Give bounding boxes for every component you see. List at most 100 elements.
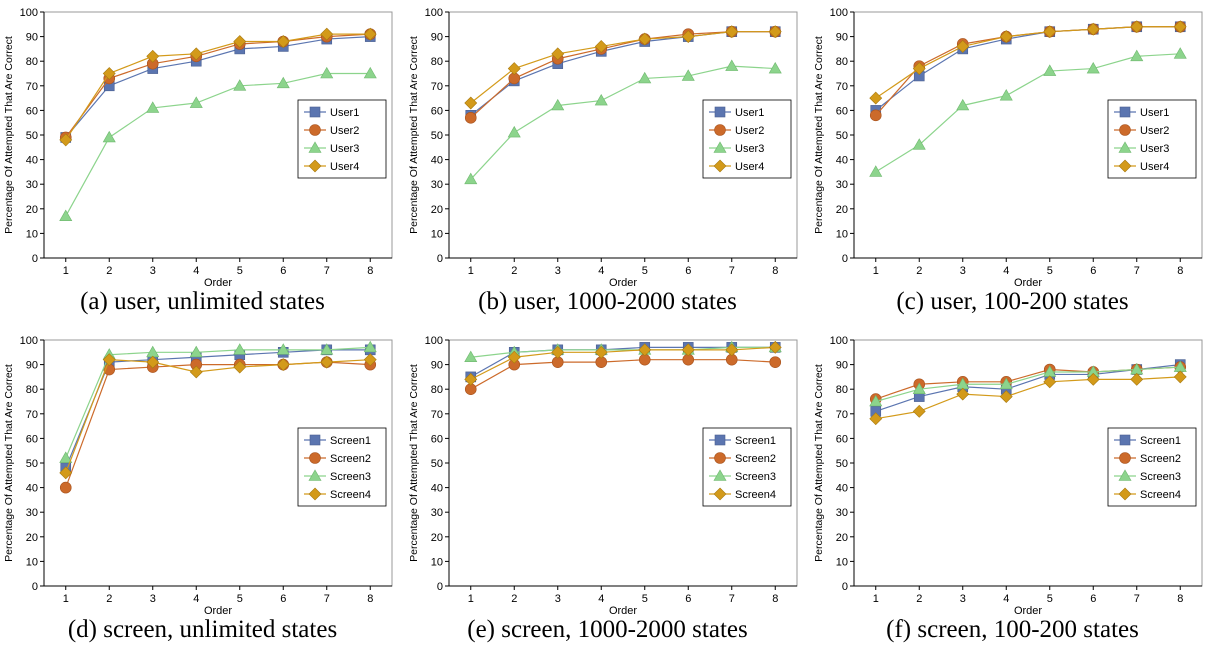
x-tick-label: 5 — [237, 593, 243, 605]
legend-marker — [308, 487, 322, 501]
x-tick-label: 5 — [642, 265, 648, 277]
x-tick-label: 5 — [1047, 265, 1053, 277]
data-point — [102, 353, 116, 367]
x-tick-label: 6 — [1090, 593, 1096, 605]
legend-marker — [308, 141, 322, 153]
x-tick-label: 8 — [367, 265, 373, 277]
data-point — [189, 365, 203, 379]
y-tick-label: 80 — [836, 56, 848, 68]
y-tick-label: 100 — [20, 335, 38, 347]
legend-label: Screen1 — [735, 435, 776, 447]
y-tick-label: 90 — [431, 32, 443, 44]
data-point — [725, 25, 739, 39]
data-point — [1043, 375, 1057, 389]
data-point — [233, 360, 247, 374]
y-tick-label: 10 — [431, 556, 443, 568]
series-user4 — [59, 27, 377, 147]
y-tick-label: 50 — [431, 458, 443, 470]
data-point — [146, 345, 160, 358]
caption-f: (f) screen, 100-200 states — [886, 616, 1139, 643]
y-tick-label: 50 — [26, 130, 38, 142]
y-tick-label: 70 — [431, 81, 443, 93]
legend: Screen1 Screen2 Screen3 Screen4 — [297, 427, 387, 507]
legend-marker — [309, 106, 321, 118]
data-point — [551, 98, 565, 111]
chart-panel-f: 0 10 20 30 40 50 60 70 80 90 100 1 2 3 4 5 6 7 8 Order Perce… — [810, 328, 1215, 656]
legend-marker — [1118, 159, 1132, 173]
legend-label: User3 — [330, 143, 359, 155]
data-point — [999, 30, 1013, 44]
x-tick-label: 5 — [237, 265, 243, 277]
y-tick-label: 90 — [26, 32, 38, 44]
y-tick-label: 20 — [836, 532, 848, 544]
legend-marker — [714, 106, 726, 118]
series-user3 — [464, 59, 782, 185]
data-point — [1173, 370, 1187, 384]
x-tick-label: 2 — [916, 593, 922, 605]
y-tick-label: 20 — [26, 532, 38, 544]
y-axis-label: Percentage Of Attempted That Are Correct — [408, 364, 420, 562]
legend-label: Screen3 — [1140, 471, 1181, 483]
x-tick-label: 7 — [324, 593, 330, 605]
data-point — [464, 111, 477, 124]
x-tick-label: 8 — [772, 265, 778, 277]
data-point — [146, 101, 160, 113]
y-tick-label: 30 — [26, 179, 38, 191]
data-point — [363, 27, 377, 41]
y-tick-label: 60 — [836, 433, 848, 445]
x-tick-label: 2 — [511, 265, 517, 277]
data-point — [681, 30, 695, 44]
series-line — [470, 31, 776, 104]
caption-a: (a) user, unlimited states — [80, 288, 325, 315]
data-point — [276, 343, 290, 355]
data-point — [276, 358, 290, 372]
y-tick-label: 20 — [836, 204, 848, 216]
x-tick-label: 7 — [1134, 265, 1140, 277]
legend: User1 User2 User3 User4 — [702, 99, 792, 179]
data-point — [869, 109, 882, 122]
data-point — [551, 345, 565, 359]
data-point — [594, 345, 608, 359]
x-tick-label: 4 — [1003, 593, 1009, 605]
y-tick-label: 80 — [26, 384, 38, 396]
series-line — [470, 65, 776, 180]
series-line — [65, 359, 371, 474]
x-tick-label: 1 — [63, 265, 69, 277]
data-point — [1086, 372, 1100, 386]
data-point — [1086, 22, 1100, 36]
data-point — [189, 47, 203, 61]
data-point — [912, 382, 926, 394]
legend: Screen1 Screen2 Screen3 Screen4 — [1107, 427, 1197, 507]
caption-d: (d) screen, unlimited states — [67, 616, 338, 643]
data-point — [681, 69, 695, 81]
series-line — [65, 72, 371, 217]
data-point — [464, 372, 478, 386]
series-line — [470, 346, 776, 358]
data-point — [1043, 25, 1057, 39]
y-tick-label: 100 — [830, 7, 848, 19]
y-tick-label: 70 — [431, 409, 443, 421]
legend-label: User4 — [330, 161, 359, 173]
y-tick-label: 0 — [437, 581, 443, 593]
y-tick-label: 0 — [842, 253, 848, 265]
x-tick-label: 2 — [916, 265, 922, 277]
data-point — [869, 412, 883, 426]
legend: User1 User2 User3 User4 — [297, 99, 387, 179]
x-tick-label: 6 — [685, 593, 691, 605]
legend-label: User3 — [1140, 143, 1169, 155]
x-tick-label: 7 — [1134, 593, 1140, 605]
line-chart-f: 0 10 20 30 40 50 60 70 80 90 100 1 2 3 4 5 6 7 8 Order Perce… — [813, 335, 1203, 617]
series-line — [875, 26, 1181, 99]
x-tick-label: 1 — [873, 265, 879, 277]
data-point — [912, 62, 926, 76]
y-tick-label: 30 — [836, 507, 848, 519]
y-tick-label: 40 — [836, 483, 848, 495]
y-tick-label: 10 — [431, 228, 443, 240]
y-tick-label: 50 — [836, 458, 848, 470]
y-tick-label: 100 — [830, 335, 848, 347]
data-point — [869, 165, 883, 177]
y-axis-label: Percentage Of Attempted That Are Correct — [813, 36, 825, 234]
series-screen4 — [869, 370, 1187, 426]
y-tick-label: 50 — [26, 458, 38, 470]
data-point — [59, 133, 73, 147]
